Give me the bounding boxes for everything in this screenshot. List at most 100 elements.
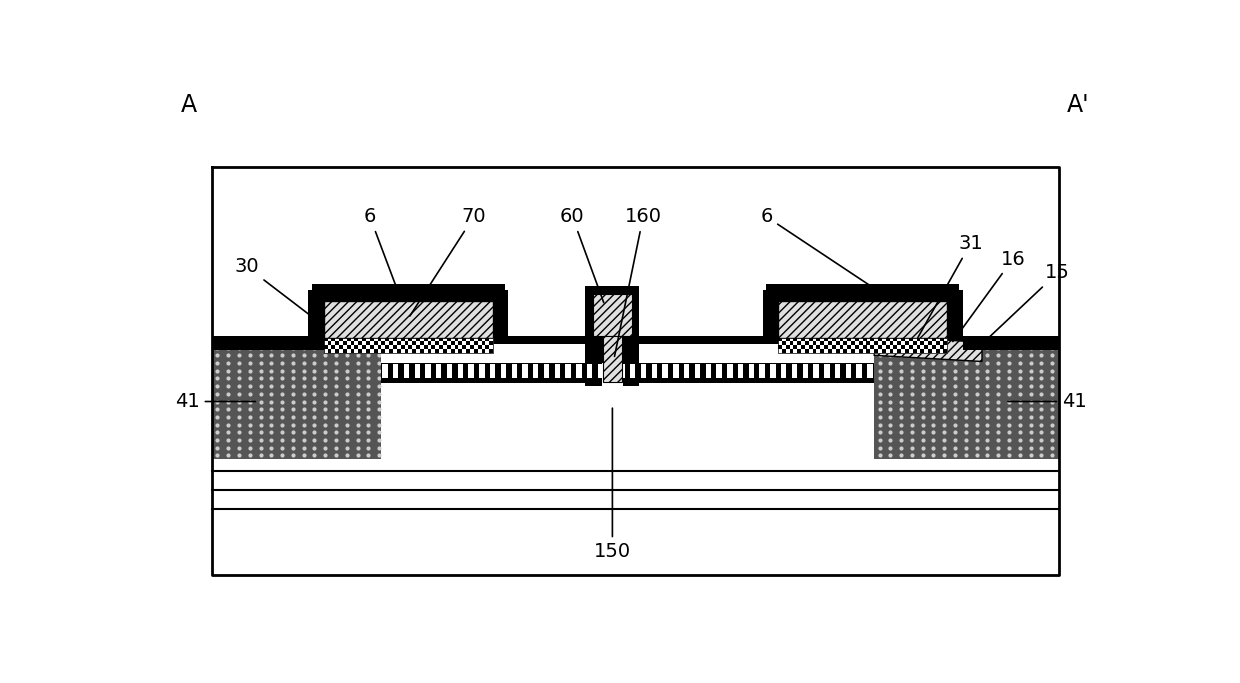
Bar [843,342,847,346]
Bar [481,349,485,353]
Bar [962,336,1059,350]
Bar [439,337,443,342]
Bar [794,346,797,349]
Bar [393,346,397,349]
Bar [847,337,851,342]
Bar [331,346,335,349]
Bar [327,342,331,346]
Bar [816,346,821,349]
Bar [885,337,889,342]
Text: 6: 6 [363,207,396,285]
Bar [470,337,474,342]
Bar [455,346,459,349]
Bar [382,378,874,383]
Bar [777,301,947,337]
Bar [404,349,408,353]
Bar [351,342,355,346]
Bar [854,337,859,342]
Bar [585,286,640,386]
Bar [436,364,441,378]
Bar [924,346,928,349]
Bar [512,364,517,378]
Bar [898,342,901,346]
Bar [424,346,428,349]
Bar [936,349,940,353]
Text: 41: 41 [175,392,255,411]
Bar [847,346,851,349]
Bar [397,342,401,346]
Bar [425,364,430,378]
Bar [424,337,428,342]
Bar [867,342,870,346]
Text: 15: 15 [980,264,1070,346]
Bar [909,337,913,342]
Bar [863,337,867,342]
Bar [312,283,505,296]
Bar [797,349,801,353]
Bar [339,346,343,349]
Bar [913,342,916,346]
Bar [797,342,801,346]
Bar [324,337,327,342]
Bar [641,364,646,378]
Bar [435,349,439,353]
Bar [412,349,417,353]
Bar [874,349,878,353]
Bar [662,364,668,378]
Bar [801,346,805,349]
Bar [443,349,446,353]
Bar [885,346,889,349]
Bar [825,364,830,378]
Bar [463,346,466,349]
Bar [940,346,944,349]
Text: 70: 70 [410,207,486,316]
Bar [401,337,404,342]
Bar [882,342,885,346]
Bar [874,344,1059,459]
Bar [382,344,874,363]
Bar [327,349,331,353]
Bar [859,349,863,353]
Bar [920,349,924,353]
Bar [894,337,898,342]
Bar [435,342,439,346]
Bar [851,342,854,346]
Text: 60: 60 [560,207,604,303]
Bar [404,342,408,346]
Bar [393,364,398,378]
Bar [854,346,859,349]
Bar [932,346,936,349]
Bar [805,342,808,346]
Bar [455,337,459,342]
Bar [839,346,843,349]
Bar [759,364,765,378]
Bar [324,301,494,337]
Bar [397,349,401,353]
Bar [706,364,711,378]
Bar [786,346,790,349]
Bar [727,364,733,378]
Bar [331,337,335,342]
Bar [339,337,343,342]
Text: 160: 160 [615,207,662,357]
Bar [386,337,389,342]
Bar [414,364,420,378]
Bar [477,346,481,349]
Bar [924,337,928,342]
Bar [469,364,474,378]
Bar [839,337,843,342]
Bar [587,364,593,378]
Bar [812,349,816,353]
Bar [944,349,947,353]
Bar [389,349,393,353]
Bar [373,349,377,353]
Text: 6: 6 [760,207,872,287]
Bar [835,364,841,378]
Bar [619,364,625,378]
Bar [786,337,790,342]
Bar [781,364,786,378]
Bar [324,337,494,353]
Bar [894,346,898,349]
Bar [382,349,386,353]
Bar [863,346,867,349]
